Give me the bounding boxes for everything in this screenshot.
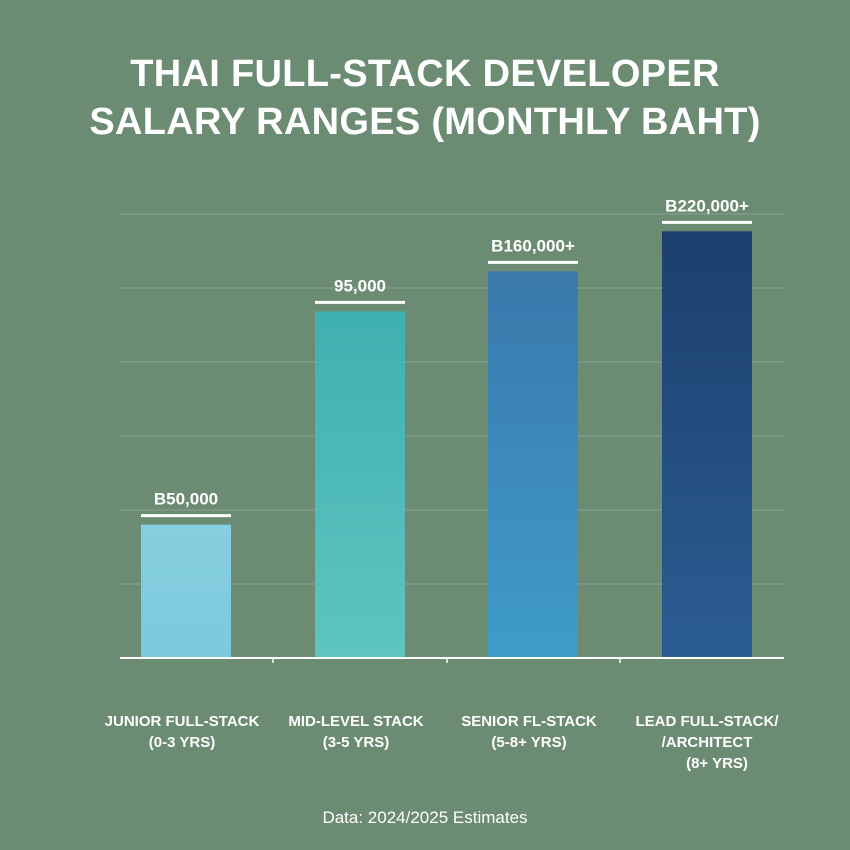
- bar-2: [315, 311, 405, 658]
- value-label-3: B160,000+: [491, 236, 575, 255]
- category-label-2-line-1: MID-LEVEL STACK: [288, 713, 423, 730]
- value-label-4: B220,000+: [665, 196, 749, 215]
- category-label-3-line-1: SENIOR FL-STACK: [461, 713, 597, 730]
- bar-4: [662, 231, 752, 659]
- category-label-4-line-3: (8+ YRS): [686, 755, 748, 772]
- bar-1: [141, 524, 231, 658]
- x-axis: [120, 657, 784, 663]
- category-label-1-line-1: JUNIOR FULL-STACK: [105, 713, 260, 730]
- category-label-4-line-1: LEAD FULL-STACK/: [635, 713, 779, 730]
- category-label-2-line-2: (3-5 YRS): [323, 734, 389, 751]
- category-label-1-line-2: (0-3 YRS): [149, 734, 215, 751]
- chart-title-line-1: THAI FULL-STACK DEVELOPER: [130, 53, 720, 95]
- chart-title-line-2: SALARY RANGES (MONTHLY BAHT): [89, 101, 761, 143]
- bar-3: [488, 271, 578, 658]
- value-label-2: 95,000: [334, 276, 386, 295]
- category-label-3-line-2: (5-8+ YRS): [491, 734, 566, 751]
- chart-title: THAI FULL-STACK DEVELOPER SALARY RANGES …: [0, 50, 850, 146]
- category-label-4-line-2: /ARCHITECT: [662, 734, 753, 751]
- bars: [141, 220, 752, 659]
- labels: B50,000 95,000 B160,000+ B220,000+ JUNIOR FU…: [105, 196, 780, 772]
- source-note: Data: 2024/2025 Estimates: [322, 808, 528, 827]
- value-label-1: B50,000: [154, 490, 218, 509]
